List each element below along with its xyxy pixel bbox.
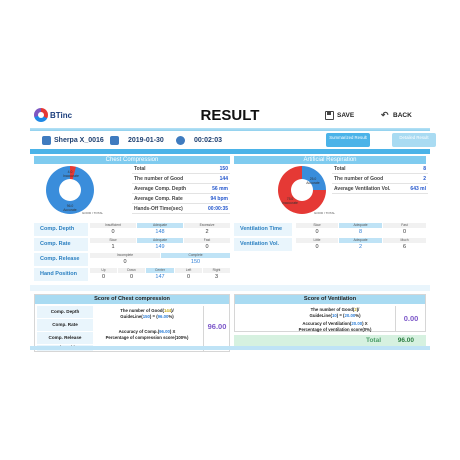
score-label-rate: Comp. Rate xyxy=(37,319,93,331)
detail-label: Comp. Release xyxy=(34,253,88,266)
header: BTinc RESULT SAVE ↶ BACK xyxy=(30,104,430,128)
tab-summarized-result[interactable]: Summarized Result xyxy=(326,133,370,147)
detail-comp-depth: Comp. Depth Insufficient 0 Adequate 148 Ex… xyxy=(34,223,230,237)
detail-label: Ventilation Time xyxy=(234,223,292,236)
back-label: BACK xyxy=(393,112,412,119)
total-value: 96.00 xyxy=(397,337,414,344)
score-ventilation-panel: Score of Ventilation The number of Good(… xyxy=(234,294,426,332)
calendar-icon xyxy=(110,135,119,145)
detail-label: Ventilation Vol. xyxy=(234,238,292,251)
clock-icon xyxy=(176,135,185,145)
detail-comp-rate: Comp. Rate Slow 1 Adequate 149 Fast 0 xyxy=(34,238,230,252)
session-duration: 00:02:03 xyxy=(194,136,223,144)
logo-mark xyxy=(34,108,48,122)
session-info: Sherpa X_0016 2019-01-30 00:02:03 xyxy=(30,131,430,149)
score-vent-formula-good: The number of Good(2)/ GuideLine(10) = (… xyxy=(309,307,361,318)
result-tabs: Summarized Result Detailed Result xyxy=(326,133,436,147)
tab-bar-divider xyxy=(30,149,430,154)
back-button[interactable]: ↶ BACK xyxy=(381,111,412,120)
section-divider xyxy=(30,285,430,291)
footer-divider xyxy=(30,346,430,350)
chest-stat-rate: Average Comp. Rate 94 bpm xyxy=(132,196,230,204)
header-divider xyxy=(30,128,430,131)
artificial-respiration-header: Artificial Respiration xyxy=(234,156,426,164)
chest-donut-good-label: 96.0 Accurate xyxy=(63,204,77,212)
chest-compression-header: Chest Compression xyxy=(34,156,230,164)
chest-stat-total: Total 150 xyxy=(132,166,230,174)
vent-donut-caption: GOOD / TOTAL xyxy=(314,211,336,215)
score-chest-formula-accuracy: Accuracy of Comp.(96.00) X Percentage of… xyxy=(105,329,189,340)
page-title: RESULT xyxy=(200,107,260,124)
duration-info: 00:02:03 xyxy=(176,135,223,145)
save-button[interactable]: SAVE xyxy=(325,111,354,120)
score-vent-title: Score of Ventilation xyxy=(235,295,425,304)
detail-ventilation-volume: Ventilation Vol. Little 0 Adequate 2 Much 6 xyxy=(234,238,426,252)
detail-label: Comp. Depth xyxy=(34,223,88,236)
chest-donut-caption: GOOD / TOTAL xyxy=(82,211,104,215)
score-chest-title: Score of Chest compression xyxy=(35,295,229,304)
detail-label: Hand Position xyxy=(34,268,88,281)
ventilation-accuracy-donut xyxy=(278,166,326,214)
score-vent-value: 0.00 xyxy=(403,314,419,323)
score-label-depth: Comp. Depth xyxy=(37,306,93,318)
chest-donut-bad-label: 4.0 Inaccurate xyxy=(63,170,79,178)
score-chest-value: 96.00 xyxy=(207,322,227,331)
detail-label: Comp. Rate xyxy=(34,238,88,251)
detail-comp-release: Comp. Release Incomplete 0 Complete 150 xyxy=(34,253,230,267)
vent-donut-good-label: 25.0 Accurate xyxy=(306,177,320,185)
score-chest-formula-good: The number of Good(144)/ GuideLine(150) … xyxy=(120,308,174,319)
session-date: 2019-01-30 xyxy=(128,136,164,144)
back-arrow-icon: ↶ xyxy=(381,110,389,120)
tab-detailed-result[interactable]: Detailed Result xyxy=(392,133,436,147)
user-name: Sherpa X_0016 xyxy=(54,136,104,144)
save-icon xyxy=(325,111,334,120)
date-info: 2019-01-30 xyxy=(110,135,164,145)
score-vent-formula-accuracy: Accuracy of Ventilation(20.00) X Percent… xyxy=(298,321,372,332)
logo: BTinc xyxy=(34,108,72,122)
chest-stat-depth: Average Comp. Depth 56 mm xyxy=(132,186,230,194)
vent-donut-bad-label: 75.0 Inaccurate xyxy=(282,197,298,205)
detail-ventilation-time: Ventilation Time Slow 0 Adequate 8 Fast 0 xyxy=(234,223,426,237)
chest-stat-handsoff: Hands-Off Time(sec) 00:00:35 xyxy=(132,206,230,214)
vent-stat-good: The number of Good 2 xyxy=(332,176,428,184)
total-label: Total xyxy=(365,337,381,344)
score-label-release: Comp. Release xyxy=(37,332,93,344)
result-screen: BTinc RESULT SAVE ↶ BACK Sherpa X_0016 2… xyxy=(30,104,436,354)
save-label: SAVE xyxy=(337,112,355,119)
score-chest-panel: Score of Chest compression Comp. Depth C… xyxy=(34,294,230,352)
logo-text: BTinc xyxy=(50,110,73,120)
user-icon xyxy=(42,135,51,145)
vent-stat-total: Total 8 xyxy=(332,166,428,174)
user-info: Sherpa X_0016 xyxy=(42,135,104,145)
chest-stat-good: The number of Good 144 xyxy=(132,176,230,184)
vent-stat-volume: Average Ventilation Vol. 643 ml xyxy=(332,186,428,194)
total-score-bar: Total 96.00 xyxy=(234,335,426,346)
detail-hand-position: Hand Position Up 0 Down 0 Center 147 Left 0 … xyxy=(34,268,230,282)
chest-accuracy-donut xyxy=(46,166,94,214)
